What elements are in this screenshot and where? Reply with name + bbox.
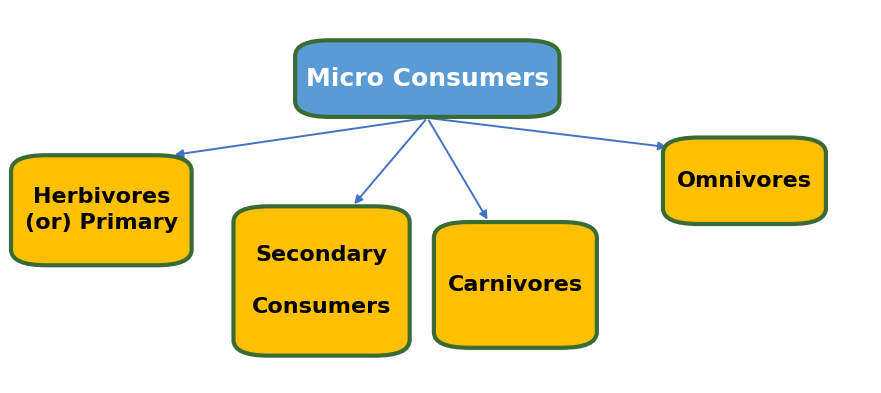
- Text: Herbivores
(or) Primary: Herbivores (or) Primary: [25, 187, 178, 233]
- FancyBboxPatch shape: [11, 155, 192, 265]
- FancyBboxPatch shape: [233, 206, 410, 356]
- Text: Omnivores: Omnivores: [677, 171, 812, 191]
- FancyBboxPatch shape: [295, 40, 559, 117]
- Text: Micro Consumers: Micro Consumers: [306, 66, 549, 91]
- Text: Secondary

Consumers: Secondary Consumers: [252, 244, 391, 318]
- FancyBboxPatch shape: [433, 222, 596, 348]
- Text: Carnivores: Carnivores: [448, 275, 583, 295]
- FancyBboxPatch shape: [663, 138, 826, 224]
